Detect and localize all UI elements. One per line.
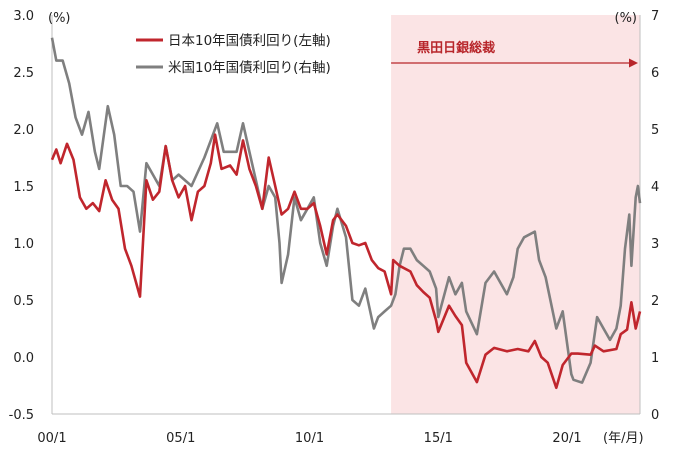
kuroda-period-shade [391, 15, 640, 414]
right-tick-label: 3 [651, 237, 659, 252]
kuroda-annotation-label: 黒田日銀総裁 [417, 40, 495, 56]
japan-10y-yield-line [50, 133, 642, 390]
left-axis-tick-labels: 3.0 2.5 2.0 1.5 1.0 0.5 0.0 -0.5 [9, 9, 34, 423]
left-tick-label: 2.0 [13, 123, 34, 138]
legend: 日本10年国債利回り(左軸) 米国10年国債利回り(右軸) [136, 33, 331, 76]
right-axis-unit: (%) [615, 11, 638, 26]
x-tick-label: 05/1 [166, 431, 195, 446]
x-tick-label: 15/1 [424, 431, 453, 446]
right-tick-label: 5 [651, 123, 659, 138]
kuroda-annotation-arrowhead [629, 58, 638, 68]
right-tick-label: 6 [651, 66, 659, 81]
left-tick-label: 0.5 [13, 294, 34, 309]
right-tick-label: 4 [651, 180, 659, 195]
left-axis-unit: (%) [48, 11, 71, 26]
right-tick-label: 7 [651, 9, 659, 24]
right-axis-tick-labels: 7 6 5 4 3 2 1 0 [651, 9, 659, 423]
left-tick-label: 1.5 [13, 180, 34, 195]
left-tick-label: 1.0 [13, 237, 34, 252]
x-tick-label: 20/1 [552, 431, 581, 446]
right-tick-label: 2 [651, 294, 659, 309]
right-tick-label: 0 [651, 408, 659, 423]
x-tick-label: 10/1 [295, 431, 324, 446]
left-tick-label: 2.5 [13, 66, 34, 81]
legend-us-label: 米国10年国債利回り(右軸) [168, 60, 331, 76]
legend-japan-label: 日本10年国債利回り(左軸) [168, 33, 331, 49]
x-axis-unit-label: (年/月) [603, 431, 644, 446]
left-tick-label: 0.0 [13, 351, 34, 366]
x-axis-tick-labels: 00/1 05/1 10/1 15/1 20/1 [37, 431, 581, 446]
us-10y-yield-line [50, 37, 642, 384]
right-tick-label: 1 [651, 351, 659, 366]
left-tick-label: -0.5 [9, 408, 34, 423]
left-tick-label: 3.0 [13, 9, 34, 24]
x-tick-label: 00/1 [37, 431, 66, 446]
